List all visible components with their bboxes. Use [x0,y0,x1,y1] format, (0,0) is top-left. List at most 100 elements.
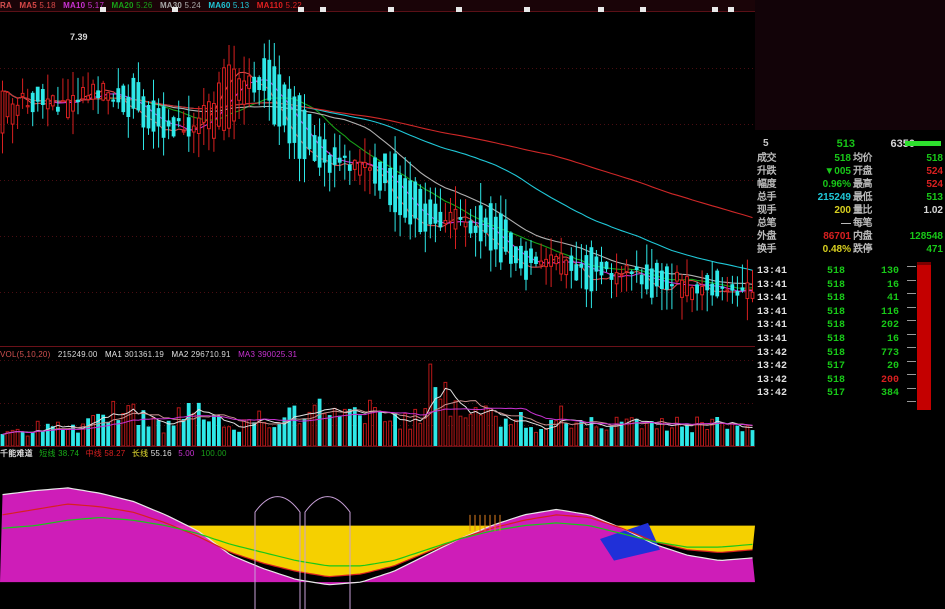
price-moving-averages [2,71,753,293]
quote-panel[interactable]: 5 513 6350 成交 518 均价 518 升跌 ▼005 开盘 524 幅度 0.96% 最… [755,0,945,609]
quote-row-label-left: 总手 [757,192,777,203]
quote-row-label-right: 跌停 [853,244,873,255]
candlestick-chart-pane[interactable]: 7.39 [0,12,755,348]
tick-volume: 200 [880,374,899,386]
quote-row-label-right: 最低 [853,192,873,203]
quote-row-label-left: 现手 [757,205,777,216]
chart-marker[interactable] [598,7,604,13]
quote-row: 外盘 86701 内盘 128548 [755,230,945,243]
tick-time: 13:41 [757,306,788,318]
ma60-label: MA60 [208,1,231,10]
tick-trade-list[interactable]: 13:41 518 130 13:41 518 16 13:41 518 41 13:41 518 1… [755,265,945,405]
quote-row-label-right: 开盘 [853,166,873,177]
volume-bars [0,363,755,446]
chart-marker[interactable] [388,7,394,13]
volume-indicator-divider [0,446,755,447]
quote-row-label-right: 量比 [853,205,873,216]
ma30-value: 5.24 [184,1,201,10]
tick-row[interactable]: 13:41 518 41 [755,292,945,305]
tick-row[interactable]: 13:42 518 773 [755,347,945,360]
chart-marker[interactable] [100,7,106,13]
chart-marker[interactable] [298,7,304,13]
oscillator-bands [0,487,755,585]
tick-volume-red-bar-cap [917,262,931,265]
indicator-mid-label: 中线 [85,449,102,458]
quote-row-label-left: 总笔 [757,218,777,229]
volume-ma1-label: MA1 [104,350,122,359]
quote-row-value-left: 215249 [817,192,851,203]
quote-row-label-right: 内盘 [853,231,873,242]
volume-chart-pane[interactable] [0,360,755,446]
tick-time: 13:42 [757,388,788,400]
oscillator-svg [0,487,755,609]
tick-price: 518 [826,279,845,291]
volume-indicator-title: VOL(5,10,20) [0,350,51,359]
indicator-short: 短线 38.74 [39,449,81,458]
tick-volume: 384 [880,388,899,400]
ma-legend-item-ma60: MA60 5.13 [208,1,251,10]
quote-row-value-left: ▼005 [824,166,851,177]
tick-row[interactable]: 13:41 518 130 [755,265,945,278]
quote-row-label-left: 成交 [757,153,777,164]
tick-volume: 130 [880,266,899,277]
ma-legend-item-ma110: MA110 5.22 [257,1,302,10]
ma110-value: 5.22 [285,1,302,10]
chart-marker[interactable] [320,7,326,13]
ma-legend-item-ma10: MA10 5.17 [63,1,106,10]
chart-marker[interactable] [524,7,530,13]
tick-time: 13:41 [757,320,788,332]
tick-scale-mark [907,279,916,281]
chart-marker[interactable] [172,7,178,13]
tick-scale-mark [907,266,916,267]
volume-ma2-label: MA2 [171,350,189,359]
ma60-value: 5.13 [232,1,250,10]
quote-row-value-left: 518 [834,153,851,164]
quote-panel-top-area [755,0,945,130]
chart-marker[interactable] [456,7,462,13]
quote-row-value-left: — [841,218,851,229]
tick-time: 13:41 [757,334,788,345]
indicator-long-value: 55.16 [150,449,172,458]
oscillator-lines [2,487,753,586]
quote-row-value-right: 524 [926,179,943,190]
tick-row[interactable]: 13:42 517 20 [755,360,945,373]
price-volume-divider [0,346,755,347]
ma-legend-item-ma5: MA5 5.18 [19,1,58,10]
indicator-long-label: 长线 [131,449,149,458]
indicator-title: 千能难道 [0,449,33,458]
tick-row[interactable]: 13:41 518 16 [755,279,945,292]
candlestick-svg [0,39,755,321]
tick-price: 518 [826,347,845,359]
chart-marker[interactable] [712,7,718,13]
tick-row[interactable]: 13:41 518 16 [755,333,945,346]
tick-time: 13:41 [757,293,788,305]
quote-row: 现手 200 量比 1.02 [755,204,945,217]
tick-row[interactable]: 13:41 518 116 [755,306,945,319]
quote-row: 幅度 0.96% 最高 524 [755,178,945,191]
indicator-short-label: 短线 [39,449,56,458]
ma20-label: MA20 [111,1,134,10]
quote-row: 成交 518 均价 518 [755,152,945,165]
chart-marker[interactable] [728,7,734,13]
tick-row[interactable]: 13:42 517 384 [755,387,945,400]
tick-row[interactable]: 13:41 518 202 [755,319,945,332]
oscillator-chart-pane[interactable] [0,461,755,609]
tick-time: 13:42 [757,361,788,373]
tick-price: 518 [826,374,845,386]
quote-row-label-right: 最高 [853,179,873,190]
chart-marker[interactable] [640,7,646,13]
price-candles [0,39,755,321]
ma10-label: MA10 [63,1,86,10]
tick-scale-mark [907,401,916,402]
quote-row-label-left: 换手 [757,244,777,255]
tick-row[interactable]: 13:42 518 200 [755,374,945,387]
indicator-mid: 中线 58.27 [86,449,128,458]
tick-price: 518 [826,320,845,332]
tick-volume: 773 [880,347,899,359]
tick-volume: 20 [886,361,899,373]
tick-scale-mark [907,347,916,348]
quote-row: 升跌 ▼005 开盘 524 [755,165,945,178]
quote-row-value-right: 513 [926,192,943,203]
oscillator-signal-bars [254,496,501,609]
